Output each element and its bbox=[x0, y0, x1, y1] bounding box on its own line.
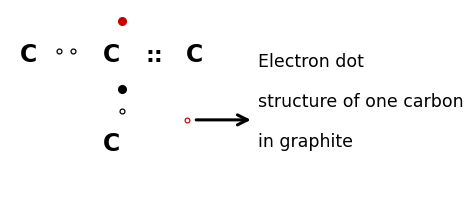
Text: C: C bbox=[103, 44, 120, 67]
Text: C: C bbox=[20, 44, 37, 67]
Text: structure of one carbon: structure of one carbon bbox=[258, 93, 464, 111]
Text: C: C bbox=[103, 132, 120, 156]
Text: Electron dot: Electron dot bbox=[258, 53, 364, 71]
Text: ::: :: bbox=[145, 46, 163, 65]
Text: in graphite: in graphite bbox=[258, 133, 353, 151]
Text: C: C bbox=[186, 44, 203, 67]
